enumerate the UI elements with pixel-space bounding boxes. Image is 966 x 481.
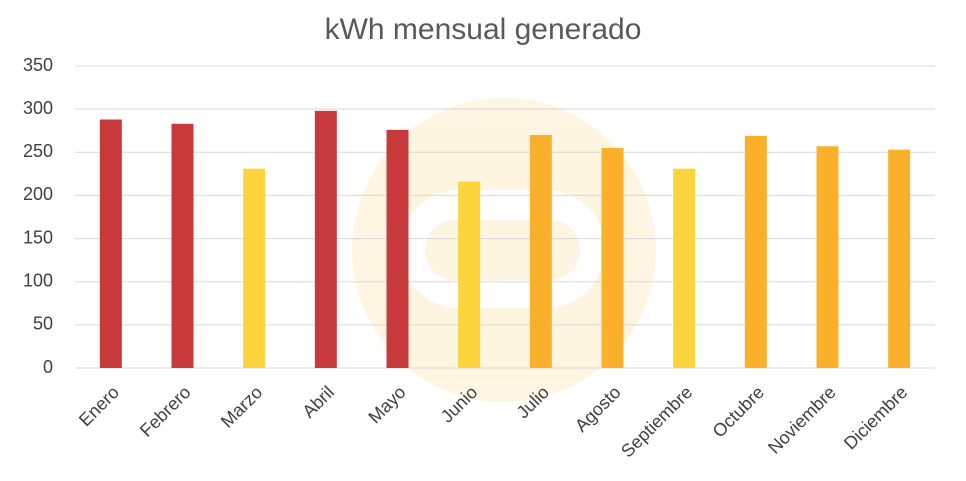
- x-tick-label: Noviembre: [764, 382, 840, 458]
- x-tick-label: Marzo: [217, 382, 267, 432]
- y-tick-label: 200: [23, 184, 53, 204]
- x-tick-label: Enero: [75, 382, 123, 430]
- bar: [888, 149, 911, 368]
- x-tick-label: Diciembre: [840, 382, 911, 453]
- y-tick-label: 350: [23, 55, 53, 75]
- bar: [458, 181, 481, 368]
- bar: [601, 147, 624, 368]
- bar: [99, 119, 122, 368]
- x-tick-label: Octubre: [709, 382, 768, 441]
- x-tick-label: Febrero: [136, 382, 195, 441]
- bar: [744, 135, 767, 368]
- y-tick-label: 250: [23, 141, 53, 161]
- y-tick-label: 50: [33, 314, 53, 334]
- x-tick-label: Mayo: [364, 382, 409, 427]
- y-tick-label: 150: [23, 227, 53, 247]
- bar: [386, 129, 409, 368]
- bar: [673, 168, 696, 368]
- y-tick-label: 100: [23, 270, 53, 290]
- x-tick-label: Abril: [298, 382, 338, 422]
- bar: [314, 110, 337, 369]
- bar: [816, 146, 839, 368]
- bar: [171, 123, 194, 368]
- chart-title: kWh mensual generado: [325, 13, 642, 46]
- x-tick-label: Septiembre: [617, 382, 696, 461]
- bar: [243, 168, 266, 368]
- bar: [529, 135, 552, 368]
- y-tick-label: 0: [43, 357, 53, 377]
- y-tick-label: 300: [23, 98, 53, 118]
- x-tick-label: Agosto: [571, 382, 625, 436]
